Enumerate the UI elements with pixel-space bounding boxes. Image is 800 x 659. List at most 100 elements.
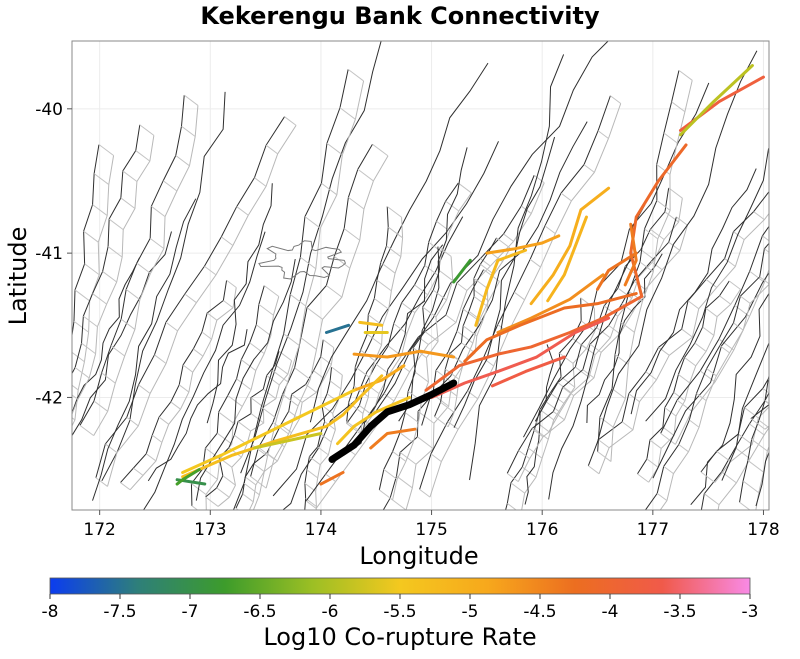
patch-rung xyxy=(357,168,374,182)
patch-rung xyxy=(559,352,574,364)
x-tick-label: 172 xyxy=(83,520,115,540)
patch-rung xyxy=(784,205,799,216)
patch-rung xyxy=(428,241,443,253)
patch-rung xyxy=(620,321,635,333)
patch-rung xyxy=(503,233,514,242)
fault-trace xyxy=(272,141,499,497)
patch-rung xyxy=(74,289,90,302)
fault-trace xyxy=(206,183,273,424)
patch-rung xyxy=(650,228,665,240)
colorbar-tick-label: -5 xyxy=(462,602,479,622)
patch-rung xyxy=(227,395,243,407)
patch-rung xyxy=(668,187,683,199)
patch-rung xyxy=(575,366,590,378)
patch-rung xyxy=(447,351,465,365)
patch-rung xyxy=(589,343,602,353)
patch-rung xyxy=(258,303,274,316)
patch-rung xyxy=(533,174,545,184)
patch-rung xyxy=(649,439,662,449)
patch-rung xyxy=(376,279,392,292)
co-rupture-segment xyxy=(358,320,384,327)
patch-rung xyxy=(182,364,194,373)
co-rupture-segment xyxy=(253,432,323,450)
patch-rung xyxy=(681,328,693,338)
patch-rung xyxy=(236,206,249,216)
patch-rung xyxy=(329,380,342,390)
patch-rung xyxy=(639,261,654,273)
patch-rung xyxy=(151,205,166,218)
co-rupture-segment xyxy=(175,468,201,486)
patch-rung xyxy=(191,505,199,510)
patch-rung xyxy=(663,132,678,144)
colorbar-tick-label: -7.5 xyxy=(103,602,136,622)
patch-rung xyxy=(320,433,332,443)
patch-rung xyxy=(102,271,117,283)
patch-rung xyxy=(608,325,621,335)
patch-rung xyxy=(676,399,693,412)
patch-rung xyxy=(175,155,190,167)
patch-rung xyxy=(687,300,700,310)
patch-rung xyxy=(218,411,234,424)
patch-rung xyxy=(322,339,335,349)
patch-rung xyxy=(733,231,745,241)
patch-rung xyxy=(138,384,151,394)
co-rupture-segment xyxy=(319,470,345,486)
patch-rung xyxy=(83,315,98,328)
patch-rung xyxy=(110,345,125,357)
patch-rung xyxy=(700,471,716,483)
patch-rung xyxy=(740,295,751,304)
patch-rung xyxy=(339,107,356,120)
patch-rung xyxy=(309,456,321,466)
patch-rung xyxy=(742,480,760,494)
patch-rung xyxy=(733,322,744,331)
patch-rung xyxy=(149,237,165,250)
patch-rung xyxy=(739,501,751,510)
patch-rung xyxy=(539,409,554,421)
coastline-feature xyxy=(258,240,346,280)
patch-rung xyxy=(300,337,317,350)
patch-rung xyxy=(72,394,79,400)
patch-rung xyxy=(645,371,657,381)
patch-rung xyxy=(380,262,396,274)
fault-trace xyxy=(469,54,565,481)
co-rupture-segment xyxy=(546,215,588,303)
patch-rung xyxy=(419,488,431,498)
patch-rung xyxy=(684,357,697,367)
patch-rung xyxy=(660,432,676,445)
patch-rung xyxy=(790,351,800,362)
source-fault xyxy=(328,379,458,463)
co-rupture-segment xyxy=(352,364,406,392)
co-rupture-segment xyxy=(474,248,528,327)
patch-rung xyxy=(432,289,447,301)
patch-rung xyxy=(417,410,435,424)
patch-rung xyxy=(284,116,297,126)
fault-trace xyxy=(596,50,758,443)
patch-rung xyxy=(597,451,612,462)
patch-rung xyxy=(331,366,343,376)
patch-rung xyxy=(598,439,610,449)
colorbar-tick-label: -3.5 xyxy=(663,602,696,622)
patch-rung xyxy=(621,421,634,431)
patch-rung xyxy=(414,371,429,383)
patch-rung xyxy=(480,258,491,267)
patch-rung xyxy=(265,144,278,155)
colorbar xyxy=(49,577,751,595)
patch-rung xyxy=(386,245,402,258)
patch-rung xyxy=(240,359,257,371)
fault-trace xyxy=(240,41,382,474)
patch-rung xyxy=(48,434,63,445)
x-tick-label: 174 xyxy=(305,520,337,540)
patch-rung xyxy=(664,407,677,417)
fault-trace xyxy=(524,344,554,505)
patch-rung xyxy=(764,248,769,253)
co-rupture-segment xyxy=(424,294,644,392)
patch-rung xyxy=(473,296,489,308)
patch-rung xyxy=(250,413,264,424)
patch-rung xyxy=(583,164,595,173)
fault-trace xyxy=(755,450,769,507)
co-rupture-segment xyxy=(490,355,566,388)
patch-rung xyxy=(354,366,370,378)
patch-rung xyxy=(101,372,116,384)
patch-rung xyxy=(753,211,765,221)
